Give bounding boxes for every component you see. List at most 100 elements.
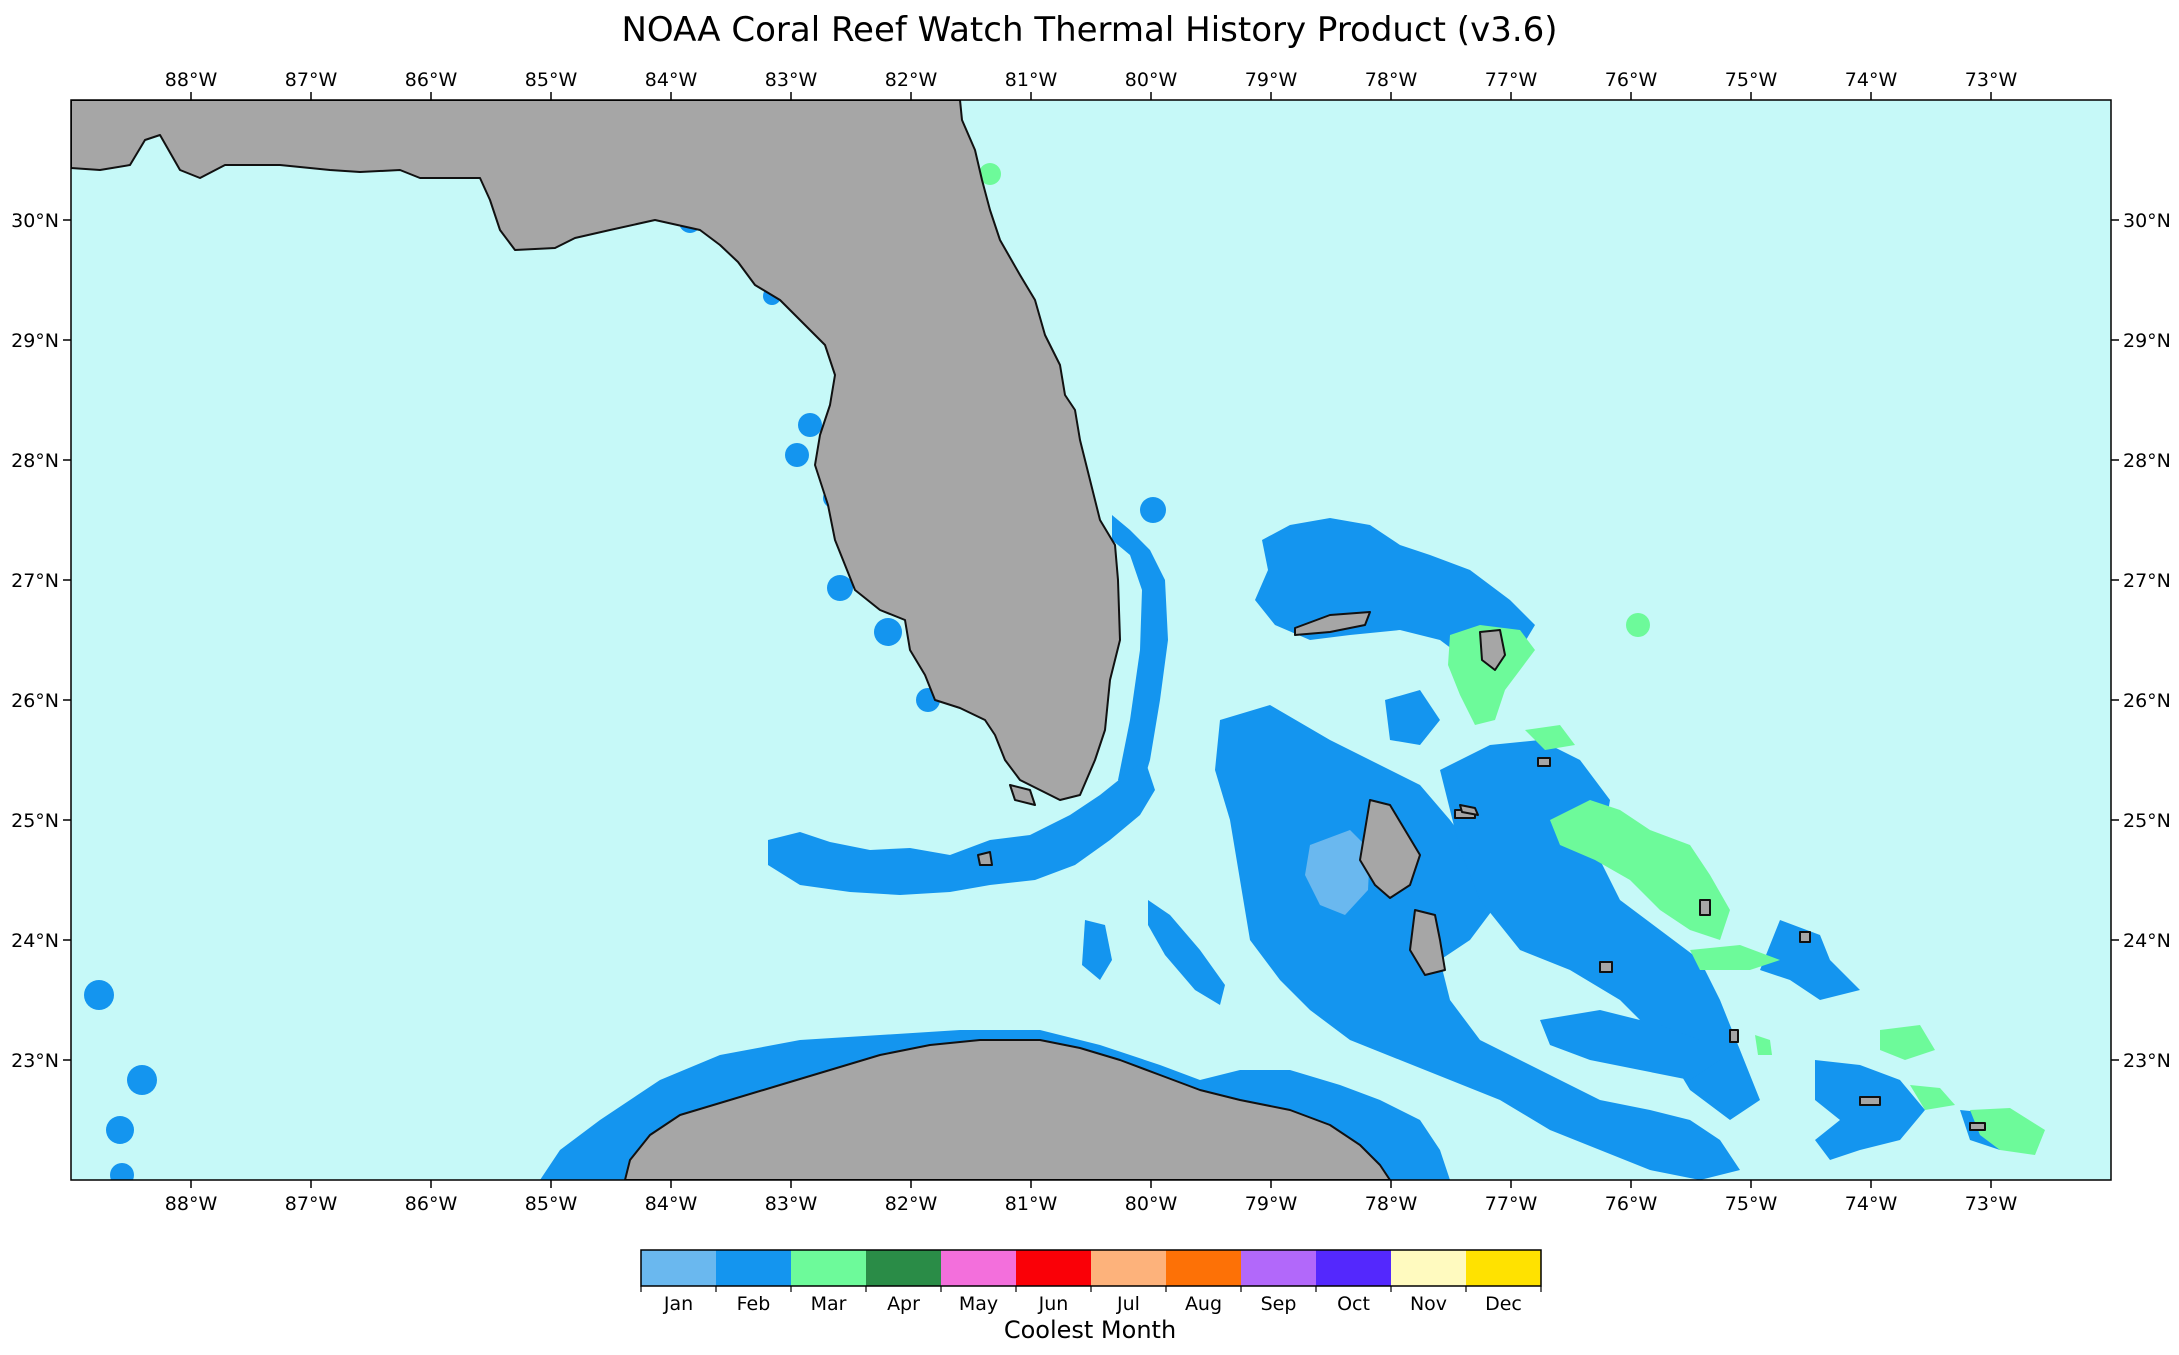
feb-florida-east-strip	[1112, 515, 1168, 800]
colorbar-label-jun: Jun	[1038, 1293, 1069, 1315]
map-layers	[71, 100, 2045, 1180]
top-lon-label-12: 76°W	[1605, 69, 1658, 91]
feb-exuma-ridge	[1440, 740, 1760, 1120]
left-latitude-ticks: 23°N 24°N 25°N 26°N 27°N 28°N 29°N 30°N	[11, 210, 71, 1072]
mar-inagua-east	[1880, 1025, 1935, 1060]
mar-mayaguana-east	[1970, 1108, 2045, 1155]
land-cuba	[624, 1039, 1391, 1180]
left-lat-label-0: 23°N	[11, 1050, 59, 1072]
bottom-lon-label-15: 73°W	[1965, 1193, 2018, 1215]
feb-spot-far-west-4	[110, 1163, 134, 1180]
colorbar-swatch-dec	[1466, 1250, 1541, 1286]
right-lat-label-1: 24°N	[2123, 930, 2171, 952]
colorbar-label-feb: Feb	[737, 1293, 771, 1315]
bottom-lon-label-0: 88°W	[165, 1193, 218, 1215]
feb-spot-tampa-west	[785, 443, 809, 467]
land-islet-2	[1699, 899, 1711, 916]
right-latitude-ticks: 23°N 24°N 25°N 26°N 27°N 28°N 29°N 30°N	[2111, 210, 2171, 1072]
top-lon-label-7: 81°W	[1005, 69, 1058, 91]
bottom-lon-label-9: 79°W	[1245, 1193, 1298, 1215]
feb-spot-far-west-1	[84, 980, 114, 1010]
right-lat-label-2: 25°N	[2123, 810, 2171, 832]
land-islet-3	[1859, 1096, 1881, 1106]
bottom-lon-label-11: 77°W	[1485, 1193, 1538, 1215]
left-lat-label-6: 29°N	[11, 330, 59, 352]
right-lat-label-0: 23°N	[2123, 1050, 2171, 1072]
feb-spot-far-west-2	[127, 1065, 157, 1095]
right-lat-label-5: 28°N	[2123, 450, 2171, 472]
colorbar-label-may: May	[959, 1293, 998, 1315]
colorbar-label-oct: Oct	[1337, 1293, 1370, 1315]
top-longitude-ticks: 88°W 87°W 86°W 85°W 84°W 83°W 82°W 81°W 80°W 79°W…	[165, 69, 2018, 100]
colorbar-label-jul: Jul	[1116, 1293, 1140, 1315]
jan-coolest-region	[1305, 830, 1370, 915]
mar-spot-east	[1626, 613, 1650, 637]
feb-spot-far-west-3	[106, 1116, 134, 1144]
feb-spot-charlotte	[874, 618, 902, 646]
land-islet-6	[1459, 804, 1479, 816]
land-abaco	[1479, 629, 1506, 671]
colorbar-swatch-apr	[866, 1250, 941, 1286]
feb-great-bahama-bank	[1215, 705, 1740, 1180]
left-lat-label-3: 26°N	[11, 690, 59, 712]
colorbar-swatch-mar	[791, 1250, 866, 1286]
mar-coolest-regions	[979, 163, 2045, 1155]
colorbar-frame	[640, 1249, 1542, 1287]
colorbar-label-jan: Jan	[663, 1293, 693, 1315]
land-masses	[71, 100, 1986, 1180]
mar-south	[1755, 1035, 1772, 1055]
land-andros-south	[1409, 909, 1446, 976]
land-islet-5	[1537, 757, 1551, 767]
feb-spot-east-coast	[1140, 497, 1166, 523]
colorbar-label-sep: Sep	[1261, 1293, 1297, 1315]
right-lat-label-4: 27°N	[2123, 570, 2171, 592]
land-florida	[71, 100, 1121, 801]
map-frame	[70, 99, 2112, 1181]
colorbar-swatch-jan	[641, 1250, 716, 1286]
bottom-lon-label-14: 74°W	[1845, 1193, 1898, 1215]
colorbar-label-mar: Mar	[811, 1293, 847, 1315]
land-islet-7	[1799, 931, 1811, 943]
colorbar-swatch-jun	[1016, 1250, 1091, 1286]
top-lon-label-1: 87°W	[285, 69, 338, 91]
top-lon-label-0: 88°W	[165, 69, 218, 91]
colorbar-label-aug: Aug	[1185, 1293, 1222, 1315]
land-cuba-keys	[1009, 784, 1036, 806]
left-lat-label-4: 27°N	[11, 570, 59, 592]
feb-eastern-islands	[1760, 920, 1860, 1000]
land-andros	[1359, 799, 1421, 899]
colorbar-swatch-sep	[1241, 1250, 1316, 1286]
top-lon-label-4: 84°W	[645, 69, 698, 91]
top-lon-label-13: 75°W	[1725, 69, 1778, 91]
bottom-lon-label-7: 81°W	[1005, 1193, 1058, 1215]
right-lat-label-6: 29°N	[2123, 330, 2171, 352]
left-lat-label-5: 28°N	[11, 450, 59, 472]
bottom-lon-label-3: 85°W	[525, 1193, 578, 1215]
bottom-lon-label-8: 80°W	[1125, 1193, 1178, 1215]
feb-florida-keys	[768, 760, 1155, 895]
left-lat-label-7: 30°N	[11, 210, 59, 232]
mar-crooked	[1910, 1085, 1955, 1110]
top-lon-label-3: 85°W	[525, 69, 578, 91]
colorbar-swatch-jul	[1091, 1250, 1166, 1286]
feb-spot-sarasota	[827, 575, 853, 601]
bottom-lon-label-1: 87°W	[285, 1193, 338, 1215]
colorbar-swatch-oct	[1316, 1250, 1391, 1286]
mar-spot-north	[979, 163, 1001, 185]
bottom-lon-label-12: 76°W	[1605, 1193, 1658, 1215]
feb-spot-tampa-north	[798, 413, 822, 437]
feb-tongue-ocean-north	[1385, 690, 1440, 745]
map-title: NOAA Coral Reef Watch Thermal History Pr…	[621, 10, 1558, 50]
left-lat-label-2: 25°N	[11, 810, 59, 832]
bottom-longitude-ticks: 88°W 87°W 86°W 85°W 84°W 83°W 82°W 81°W 80°W 79°W…	[165, 1180, 2018, 1215]
land-islet-4	[1969, 1122, 1986, 1131]
top-lon-label-6: 82°W	[885, 69, 938, 91]
colorbar-label: Coolest Month	[1004, 1316, 1176, 1344]
top-lon-label-11: 77°W	[1485, 69, 1538, 91]
top-lon-label-10: 78°W	[1365, 69, 1418, 91]
top-lon-label-2: 86°W	[405, 69, 458, 91]
top-lon-label-15: 73°W	[1965, 69, 2018, 91]
colorbar-swatch-aug	[1166, 1250, 1241, 1286]
bottom-lon-label-4: 84°W	[645, 1193, 698, 1215]
